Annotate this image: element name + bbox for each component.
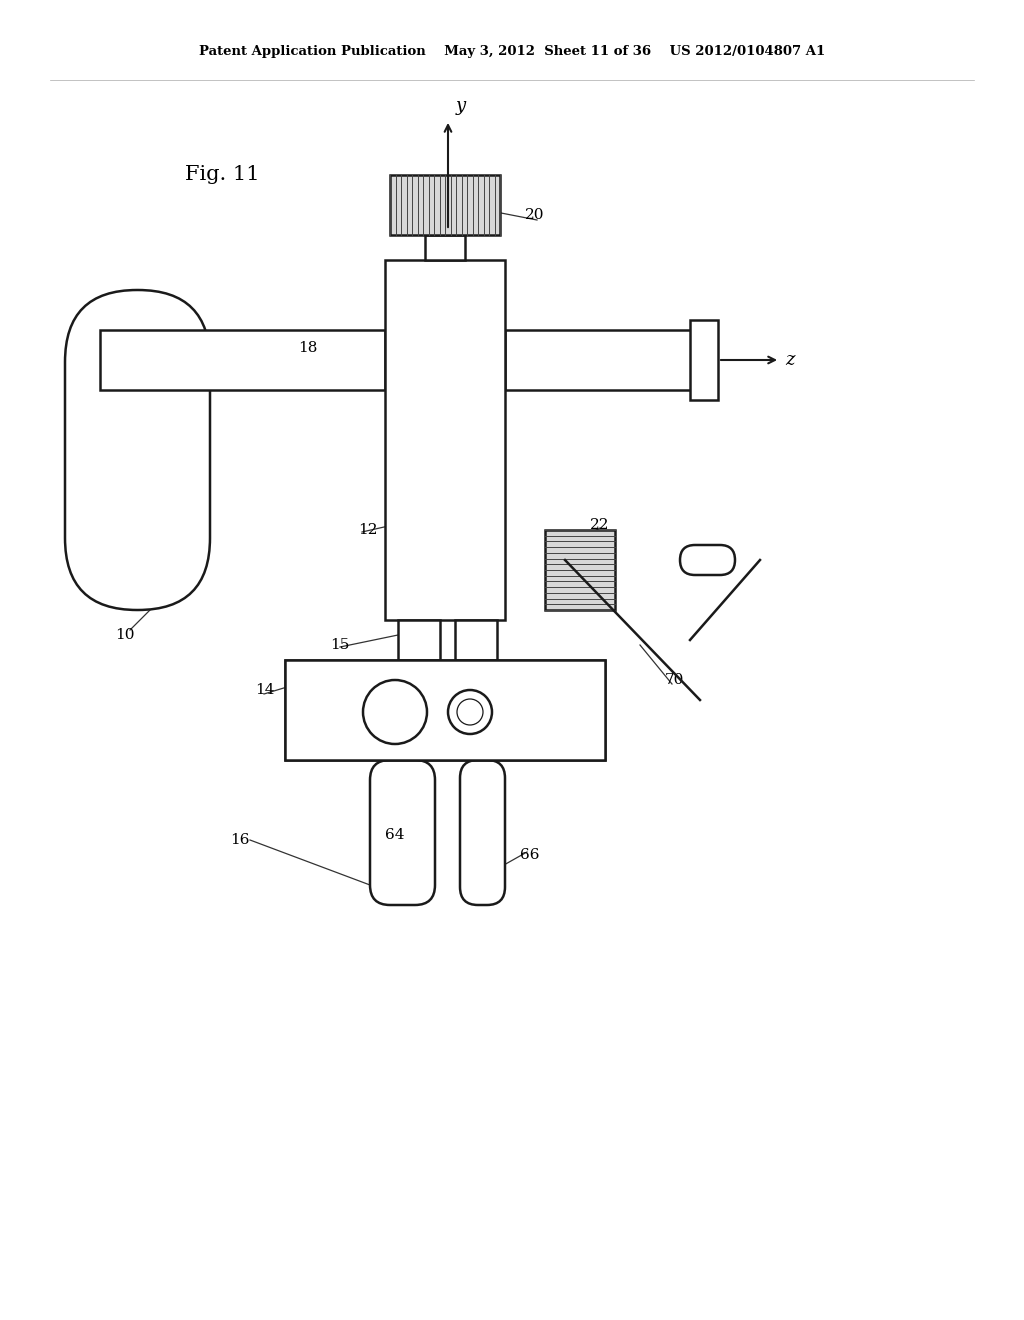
- Bar: [505, 330, 695, 389]
- Text: 68: 68: [525, 688, 545, 702]
- Bar: [455, 620, 497, 660]
- Bar: [100, 330, 385, 389]
- Bar: [390, 176, 500, 235]
- Text: 12: 12: [358, 523, 378, 537]
- Bar: [385, 260, 505, 620]
- Ellipse shape: [457, 700, 483, 725]
- Text: Fig. 11: Fig. 11: [185, 165, 260, 185]
- FancyBboxPatch shape: [370, 760, 435, 906]
- Text: 20: 20: [525, 209, 545, 222]
- Text: 66: 66: [520, 847, 540, 862]
- Text: 14: 14: [255, 682, 274, 697]
- Bar: [425, 235, 465, 260]
- Text: 70: 70: [665, 673, 684, 686]
- Ellipse shape: [362, 680, 427, 744]
- Text: z: z: [785, 351, 795, 370]
- FancyBboxPatch shape: [460, 760, 505, 906]
- Text: 10: 10: [115, 628, 134, 642]
- FancyBboxPatch shape: [65, 290, 210, 610]
- Bar: [398, 620, 440, 660]
- Text: 22: 22: [590, 517, 609, 532]
- Text: Patent Application Publication    May 3, 2012  Sheet 11 of 36    US 2012/0104807: Patent Application Publication May 3, 20…: [199, 45, 825, 58]
- Text: 64: 64: [385, 828, 404, 842]
- FancyBboxPatch shape: [680, 545, 735, 576]
- Bar: [545, 531, 615, 610]
- Text: 18: 18: [298, 341, 317, 355]
- Text: 15: 15: [330, 638, 349, 652]
- Bar: [690, 319, 718, 400]
- Ellipse shape: [449, 690, 492, 734]
- Bar: [285, 660, 605, 760]
- Bar: [285, 660, 605, 760]
- Text: y: y: [456, 96, 466, 115]
- Text: 16: 16: [230, 833, 250, 847]
